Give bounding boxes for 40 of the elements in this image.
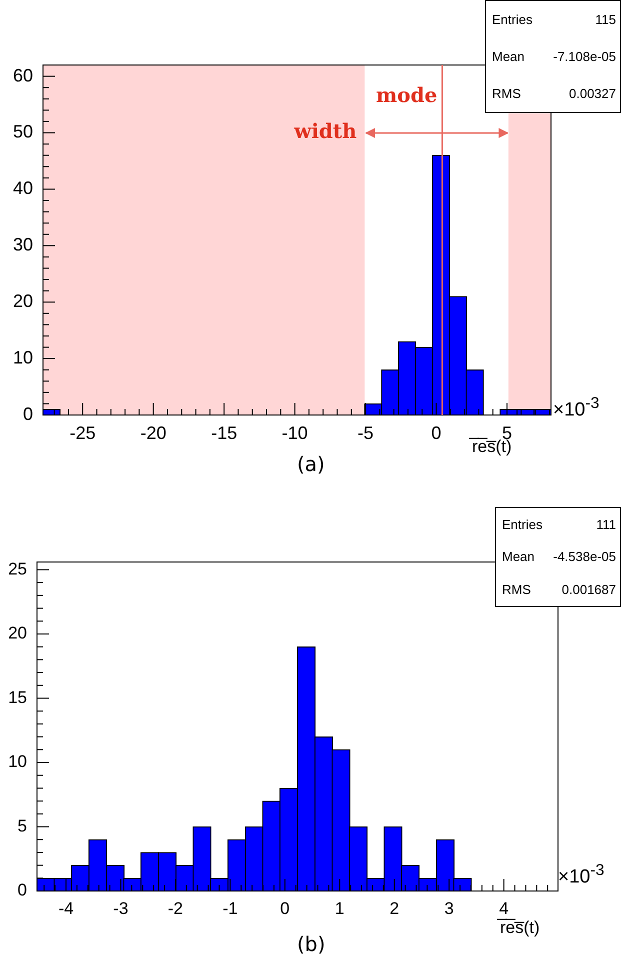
x-tick-label: -10 [282, 422, 308, 443]
y-tick-label: 40 [12, 178, 33, 198]
stats-box: Entries 111 Mean -4.538e-05 RMS 0.001687 [495, 507, 621, 607]
y-tick-label: 10 [12, 348, 33, 368]
x-tick-label: -5 [358, 422, 374, 443]
x-tick-label: 3 [444, 898, 454, 918]
y-tick-label: 15 [8, 688, 27, 707]
y-tick-label: 50 [12, 122, 33, 142]
text: (a) [297, 452, 325, 476]
y-tick-label: 10 [8, 752, 27, 772]
y-tick-label: 20 [8, 624, 27, 643]
x-tick-label: 4 [499, 898, 509, 918]
x-tick-label: -4 [58, 898, 74, 918]
y-tick-label: 60 [12, 65, 33, 86]
text: (b) [297, 932, 326, 956]
y-tick-label: 20 [12, 291, 33, 312]
x-tick-label: -1 [222, 898, 238, 918]
x-tick-label: -20 [140, 422, 166, 443]
annotation: width [293, 118, 358, 143]
y-tick-label: 0 [18, 880, 27, 900]
x-tick-label: -25 [70, 422, 96, 443]
stats-box: Entries 115 Mean -7.108e-05 RMS 0.00327 [485, 0, 621, 113]
text: ×10$^{-3}$ [553, 395, 600, 422]
x-tick-label: 1 [334, 898, 344, 918]
annotation: -4.538e-05 [553, 549, 616, 564]
annotation: Mean [502, 549, 535, 564]
x-tick-label: -2 [168, 898, 184, 918]
ref-line-label: mode [376, 83, 438, 108]
x-tick-label: 2 [390, 898, 400, 918]
x-tick-label: -3 [113, 898, 128, 918]
x-tick-label: 0 [431, 422, 442, 443]
y-tick-label: 25 [8, 559, 27, 578]
x-tick-label: -15 [211, 422, 238, 443]
annotation: RMS [492, 86, 521, 101]
y-tick-label: 5 [18, 816, 27, 836]
annotation: ×10$^{-3}$ [558, 862, 604, 888]
y-tick-label: 0 [22, 404, 33, 424]
y-tick-label: 30 [12, 234, 33, 255]
x-tick-label: 0 [280, 898, 290, 918]
annotation: RMS [502, 582, 531, 598]
